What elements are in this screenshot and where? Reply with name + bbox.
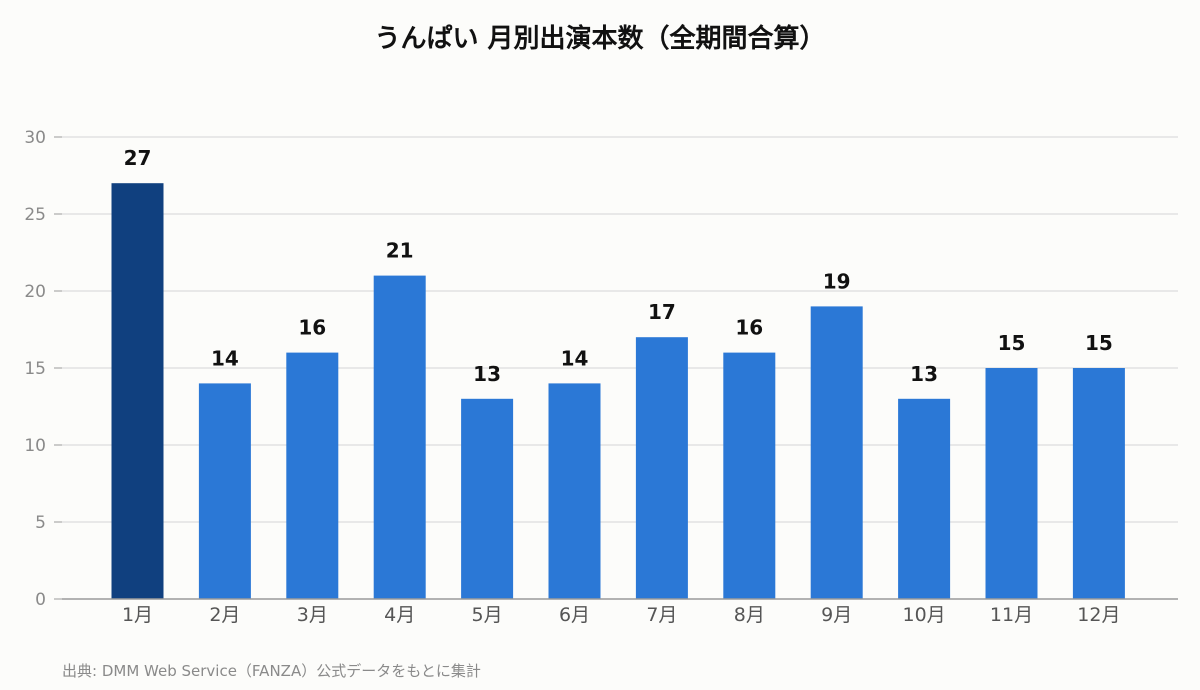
bar xyxy=(985,368,1038,599)
data-label: 27 xyxy=(124,146,152,170)
data-label: 14 xyxy=(561,346,589,370)
data-label: 15 xyxy=(998,331,1026,355)
y-tick-label: 10 xyxy=(24,436,46,456)
bar xyxy=(111,183,164,599)
y-tick-label: 25 xyxy=(24,205,46,225)
x-tick-label: 7月 xyxy=(646,604,677,626)
bar xyxy=(1072,368,1125,599)
x-tick-label: 12月 xyxy=(1077,604,1120,626)
x-tick-label: 1月 xyxy=(122,604,153,626)
y-tick-label: 30 xyxy=(24,128,46,148)
x-tick-label: 9月 xyxy=(821,604,852,626)
x-tick-label: 8月 xyxy=(734,604,765,626)
chart-title: うんぱい 月別出演本数（全期間合算） xyxy=(374,24,826,54)
y-tick-label: 20 xyxy=(24,282,46,302)
data-label: 17 xyxy=(648,300,676,324)
bar xyxy=(898,398,951,599)
data-label: 16 xyxy=(298,316,326,340)
x-tick-label: 11月 xyxy=(990,604,1033,626)
x-tick-label: 5月 xyxy=(472,604,503,626)
source-note: 出典: DMM Web Service（FANZA）公式データをもとに集計 xyxy=(62,662,481,680)
data-label: 19 xyxy=(823,269,851,293)
x-tick-label: 10月 xyxy=(903,604,946,626)
x-tick-label: 2月 xyxy=(209,604,240,626)
x-tick-label: 3月 xyxy=(297,604,328,626)
data-label: 21 xyxy=(386,239,414,263)
y-tick-label: 15 xyxy=(24,359,46,379)
x-tick-label: 4月 xyxy=(384,604,415,626)
bars: 27 14 16 21 13 14 17 16 19 13 15 15 xyxy=(111,146,1125,599)
data-label: 13 xyxy=(910,362,938,386)
y-tick-label: 0 xyxy=(35,590,46,610)
bar xyxy=(461,398,514,599)
bar xyxy=(810,306,863,599)
bar xyxy=(723,352,776,599)
bar xyxy=(548,383,601,599)
data-label: 13 xyxy=(473,362,501,386)
x-axis: 1月 2月 3月 4月 5月 6月 7月 8月 9月 10月 11月 12月 xyxy=(62,598,1178,626)
bar xyxy=(635,337,688,599)
y-tick-label: 5 xyxy=(35,513,46,533)
data-label: 15 xyxy=(1085,331,1113,355)
data-label: 14 xyxy=(211,346,239,370)
x-tick-label: 6月 xyxy=(559,604,590,626)
data-label: 16 xyxy=(735,316,763,340)
y-axis: 0 5 10 15 20 25 30 xyxy=(24,128,62,610)
bar xyxy=(373,275,426,599)
bar xyxy=(198,383,251,599)
bar xyxy=(286,352,339,599)
